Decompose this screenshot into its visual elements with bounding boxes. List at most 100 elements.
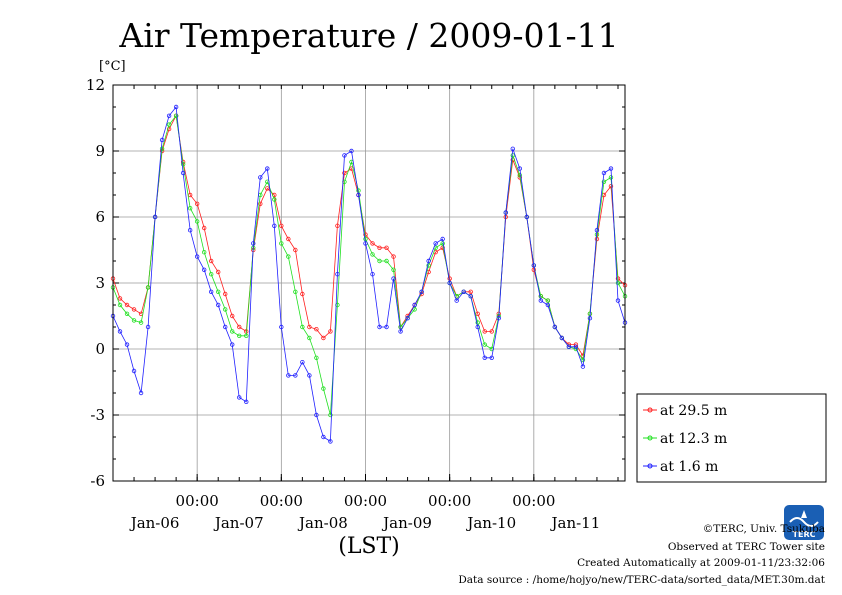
x-time-label: 00:00: [344, 492, 387, 510]
data-point-1: [145, 285, 151, 290]
data-point-2: [608, 166, 614, 171]
data-point-1: [335, 302, 340, 308]
data-point-2: [230, 342, 235, 347]
data-point-0: [293, 247, 298, 253]
data-point-1: [286, 254, 291, 259]
data-point-0: [335, 223, 340, 228]
data-point-1: [314, 355, 319, 360]
data-point-0: [328, 329, 333, 334]
y-tick-label: 6: [95, 208, 105, 226]
y-tick-label: 0: [95, 340, 105, 358]
data-point-1: [482, 342, 487, 347]
logo-lettering: TERC: [793, 530, 816, 539]
data-point-2: [489, 355, 494, 360]
y-tick-label: -6: [90, 472, 105, 490]
data-point-2: [258, 175, 263, 180]
data-point-0: [307, 324, 312, 330]
data-point-0: [531, 267, 537, 272]
data-point-2: [510, 146, 515, 151]
x-time-label: 00:00: [428, 492, 471, 510]
data-point-1: [117, 302, 123, 308]
data-point-1: [580, 357, 586, 363]
data-point-1: [321, 386, 326, 391]
data-point-0: [314, 327, 319, 332]
data-point-2: [272, 223, 277, 228]
credit-created: Created Automatically at 2009-01-11/23:3…: [577, 557, 825, 569]
data-point-1: [124, 311, 130, 316]
x-date-label: Jan-09: [381, 514, 432, 532]
data-point-0: [194, 201, 200, 206]
data-point-2: [440, 236, 445, 242]
y-axis-unit-label: [°C]: [99, 59, 126, 74]
data-point-2: [145, 324, 151, 330]
data-point-2: [377, 324, 382, 330]
data-point-0: [265, 186, 270, 191]
data-point-0: [608, 183, 614, 189]
data-point-0: [124, 302, 130, 308]
x-time-label: 00:00: [260, 492, 303, 510]
x-axis-ticks: 00:00 00:00 00:00 00:00 00:00 Jan-06 Jan-07 Jan…: [112, 85, 619, 532]
data-point-2: [180, 170, 186, 176]
data-point-2: [208, 289, 214, 294]
x-date-label: Jan-11: [550, 514, 601, 532]
series-layer: [110, 104, 628, 444]
data-point-1: [475, 320, 480, 325]
data-point-1: [370, 252, 375, 257]
data-point-2: [194, 254, 200, 259]
data-point-2: [187, 227, 193, 233]
data-point-2: [300, 360, 305, 365]
data-point-0: [475, 311, 480, 316]
y-axis-ticks: 12 9 6 3 0 -3 -6: [86, 76, 625, 490]
data-point-0: [321, 335, 326, 341]
data-point-2: [552, 324, 558, 330]
data-point-1: [194, 219, 200, 224]
data-point-2: [279, 324, 284, 330]
data-point-0: [208, 258, 214, 264]
data-point-2: [461, 289, 466, 294]
terc-logo: TERC: [784, 505, 824, 540]
data-point-2: [117, 329, 123, 334]
data-point-2: [244, 399, 249, 404]
data-point-2: [594, 227, 600, 233]
data-point-1: [615, 280, 621, 286]
y-tick-label: 9: [95, 142, 105, 160]
data-point-0: [370, 241, 375, 246]
credit-site: Observed at TERC Tower site: [668, 541, 825, 553]
data-point-1: [545, 298, 551, 303]
data-point-1: [208, 272, 214, 277]
data-point-2: [152, 214, 158, 220]
data-point-2: [538, 298, 544, 303]
data-point-1: [138, 320, 144, 325]
data-point-2: [426, 258, 431, 264]
data-point-0: [391, 254, 396, 259]
y-tick-label: -3: [90, 406, 105, 424]
data-point-2: [321, 434, 326, 440]
data-point-1: [223, 307, 228, 312]
data-point-2: [482, 355, 487, 360]
data-point-2: [286, 373, 291, 378]
x-date-label: Jan-08: [297, 514, 348, 532]
data-point-1: [237, 333, 242, 338]
series-line-1: [112, 114, 626, 416]
data-point-1: [201, 249, 207, 255]
credit-source: Data source : /home/hojyo/new/TERC-data/…: [458, 574, 825, 586]
data-point-2: [405, 316, 410, 321]
data-point-2: [201, 267, 207, 272]
plot-frame: [112, 84, 626, 482]
data-point-2: [216, 302, 221, 308]
data-point-1: [159, 146, 165, 151]
data-point-2: [237, 395, 242, 400]
legend-label: at 1.6 m: [660, 459, 718, 475]
data-point-1: [377, 258, 382, 264]
data-point-2: [124, 342, 130, 347]
data-point-2: [496, 316, 501, 321]
data-point-2: [342, 153, 347, 158]
x-time-label: 00:00: [176, 492, 219, 510]
data-point-2: [601, 170, 607, 176]
data-point-2: [573, 344, 579, 349]
data-point-1: [131, 318, 137, 323]
data-point-1: [173, 113, 179, 118]
data-point-1: [538, 294, 544, 299]
data-point-2: [251, 241, 256, 246]
